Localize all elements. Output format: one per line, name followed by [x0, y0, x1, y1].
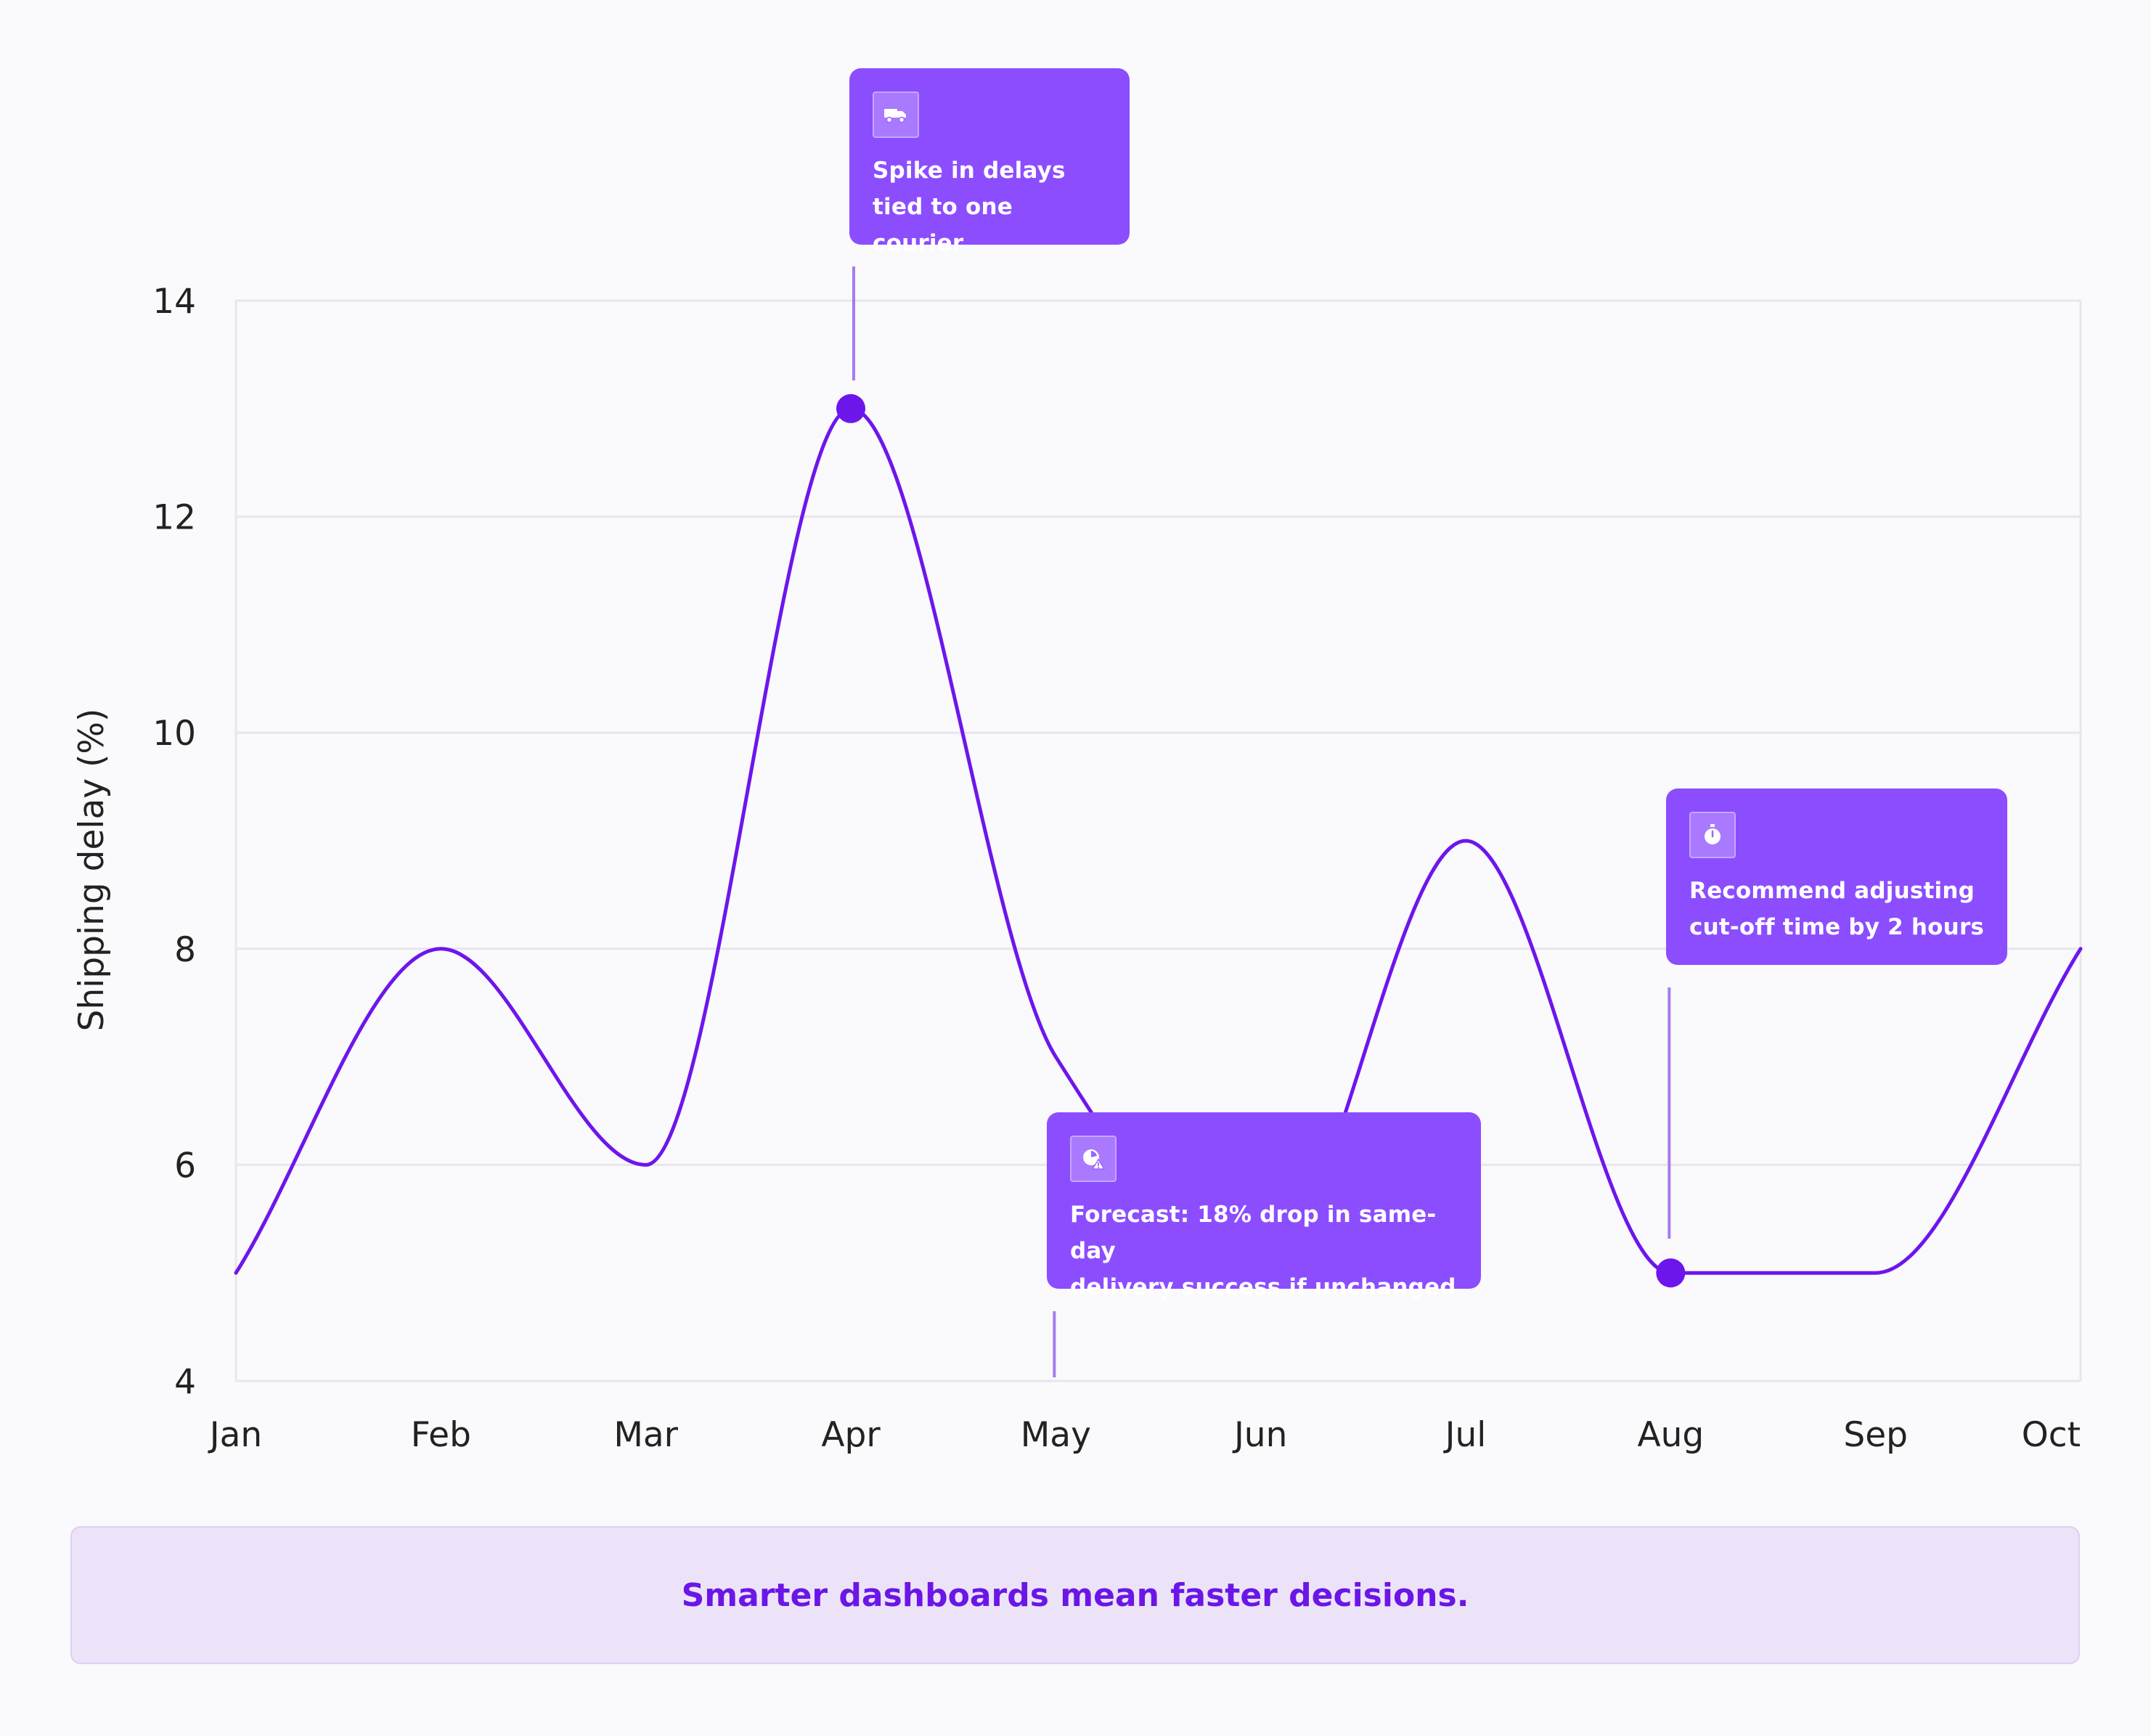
footer-banner: Smarter dashboards mean faster decisions… [70, 1526, 2080, 1664]
x-tick-label: Oct [2022, 1415, 2081, 1455]
annotation-text: Recommend adjusting cut-off time by 2 ho… [1689, 878, 1985, 940]
y-tick-label: 8 [174, 930, 196, 970]
x-tick-label: Jan [208, 1415, 262, 1455]
series-line-shipping-delay [234, 407, 2083, 1275]
y-tick-label: 4 [174, 1362, 196, 1402]
x-axis-ticks: Jan Feb Mar Apr May Jun Jul Aug Sep Oct [208, 1415, 2081, 1455]
x-tick-label: Sep [1843, 1415, 1908, 1455]
x-tick-label: Jul [1443, 1415, 1487, 1455]
y-tick-label: 14 [152, 282, 196, 322]
annotation-text: Forecast: 18% drop in same-day delivery … [1070, 1202, 1456, 1300]
grid-lines [234, 299, 2082, 1382]
annotation-forecast: Forecast: 18% drop in same-day delivery … [1047, 1112, 1481, 1300]
highlighted-points [836, 394, 1686, 1288]
annotation-text: Spike in delays tied to one courier [873, 158, 1066, 256]
y-axis-label: Shipping delay (%) [72, 709, 112, 1032]
point-aug [1656, 1258, 1686, 1288]
x-tick-label: Aug [1637, 1415, 1704, 1455]
x-tick-label: Apr [821, 1415, 881, 1455]
x-tick-label: Mar [613, 1415, 678, 1455]
x-tick-label: May [1021, 1415, 1091, 1455]
y-tick-label: 12 [152, 498, 196, 538]
x-tick-label: Feb [411, 1415, 471, 1455]
footer-text: Smarter dashboards mean faster decisions… [681, 1576, 1469, 1614]
y-axis-ticks: 4 6 8 10 12 14 [152, 282, 196, 1402]
truck-icon [873, 91, 919, 138]
annotation-cutoff-recommendation: Recommend adjusting cut-off time by 2 ho… [1666, 788, 2007, 965]
forecast-warning-icon [1070, 1136, 1117, 1182]
annotation-courier-spike: Spike in delays tied to one courier [849, 68, 1130, 256]
y-tick-label: 10 [152, 714, 196, 754]
x-tick-label: Jun [1232, 1415, 1287, 1455]
point-apr [836, 394, 865, 423]
stopwatch-icon [1689, 812, 1736, 858]
y-tick-label: 6 [174, 1146, 196, 1186]
annotation-connectors [852, 266, 1671, 1377]
